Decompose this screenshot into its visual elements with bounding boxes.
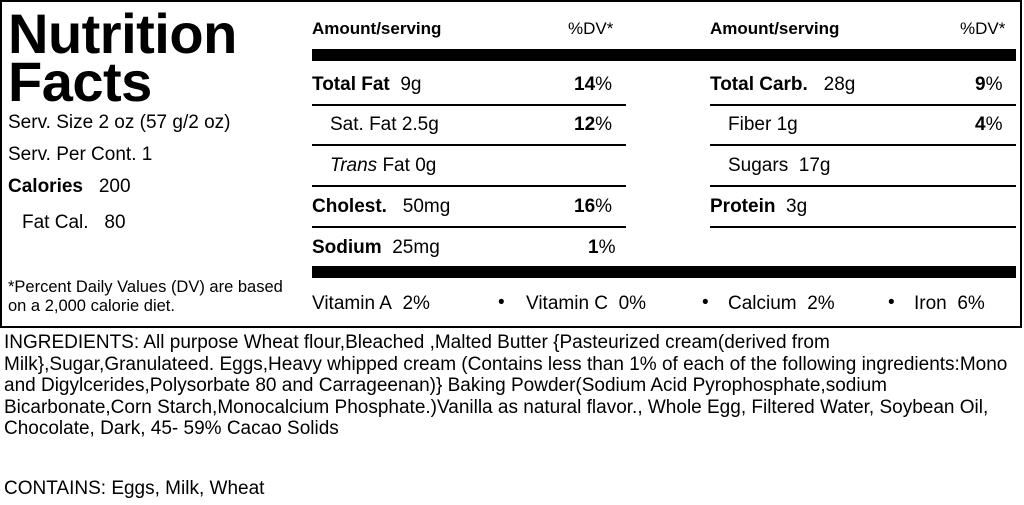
trans-label: Trans bbox=[330, 155, 378, 176]
ingredients-text: INGREDIENTS: All purpose Wheat flour,Ble… bbox=[4, 332, 1008, 439]
sodium-row: Sodium 25mg bbox=[312, 237, 440, 259]
trans-fat-row: Trans Fat 0g bbox=[330, 155, 436, 177]
trans-fat-amount: 0g bbox=[415, 155, 437, 176]
row-divider bbox=[710, 104, 1016, 106]
total-fat-dv: 14% bbox=[574, 74, 613, 95]
top-thick-rule bbox=[312, 49, 1016, 61]
vitamin-c: Vitamin C 0% bbox=[526, 293, 647, 314]
amount-header-left: Amount/serving bbox=[312, 19, 442, 38]
fat-cal-value: 80 bbox=[104, 212, 126, 233]
sodium-dv: 1% bbox=[588, 237, 616, 258]
total-carb-label: Total Carb. bbox=[710, 74, 808, 95]
row-divider bbox=[312, 104, 626, 106]
row-divider bbox=[710, 226, 1016, 228]
calories-label: Calories bbox=[8, 176, 83, 197]
protein-label: Protein bbox=[710, 196, 776, 217]
dv-header-left: %DV* bbox=[568, 19, 614, 38]
fiber-amount: 1g bbox=[776, 114, 798, 135]
serving-size: Serv. Size 2 oz (57 g/2 oz) bbox=[8, 112, 231, 133]
sodium-label: Sodium bbox=[312, 237, 382, 258]
row-divider bbox=[312, 185, 626, 187]
fat-cal-label: Fat Cal. bbox=[22, 212, 89, 233]
sodium-amount: 25mg bbox=[392, 237, 440, 258]
bullet: • bbox=[888, 292, 895, 313]
servings-per-container: Serv. Per Cont. 1 bbox=[8, 144, 153, 165]
sat-fat-dv: 12% bbox=[574, 114, 613, 135]
sat-fat-amount: 2.5g bbox=[401, 114, 439, 135]
calories-row: Calories 200 bbox=[8, 176, 131, 198]
daily-value-footnote: *Percent Daily Values (DV) are based on … bbox=[8, 278, 283, 315]
row-divider bbox=[710, 185, 1016, 187]
sugars-label: Sugars bbox=[728, 155, 789, 176]
total-fat-label: Total Fat bbox=[312, 74, 390, 95]
total-carb-amount: 28g bbox=[823, 74, 856, 95]
fiber-row: Fiber 1g bbox=[728, 114, 798, 136]
title-line-2: Facts bbox=[8, 50, 152, 113]
cholesterol-row: Cholest. 50mg bbox=[312, 196, 450, 218]
row-divider bbox=[312, 226, 626, 228]
bottom-thick-rule bbox=[312, 266, 1016, 278]
calcium: Calcium 2% bbox=[728, 293, 835, 314]
bullet: • bbox=[498, 292, 505, 313]
fiber-dv: 4% bbox=[975, 114, 1003, 135]
sugars-row: Sugars 17g bbox=[728, 155, 830, 177]
total-fat-row: Total Fat 9g bbox=[312, 74, 421, 96]
row-divider bbox=[710, 144, 1016, 146]
iron: Iron 6% bbox=[914, 293, 985, 314]
total-carb-dv: 9% bbox=[975, 74, 1003, 95]
cholest-label: Cholest. bbox=[312, 196, 387, 217]
trans-fat-label: Fat bbox=[382, 155, 410, 176]
dv-header-right: %DV* bbox=[960, 19, 1006, 38]
vitamin-a: Vitamin A 2% bbox=[312, 293, 430, 314]
cholest-amount: 50mg bbox=[402, 196, 451, 217]
cholest-dv: 16% bbox=[574, 196, 613, 217]
total-carb-row: Total Carb. 28g bbox=[710, 74, 855, 96]
amount-header-right: Amount/serving bbox=[710, 19, 840, 38]
total-fat-amount: 9g bbox=[400, 74, 422, 95]
bullet: • bbox=[702, 292, 709, 313]
allergen-statement: CONTAINS: Eggs, Milk, Wheat bbox=[4, 478, 265, 499]
title-line-1: Nutrition bbox=[8, 2, 237, 65]
row-divider bbox=[312, 144, 626, 146]
sat-fat-label: Sat. Fat bbox=[330, 114, 397, 135]
protein-row: Protein 3g bbox=[710, 196, 807, 218]
fiber-label: Fiber bbox=[728, 114, 772, 135]
sugars-amount: 17g bbox=[798, 155, 831, 176]
fat-calories-row: Fat Cal. 80 bbox=[22, 212, 126, 234]
protein-amount: 3g bbox=[786, 196, 808, 217]
calories-value: 200 bbox=[98, 176, 131, 197]
sat-fat-row: Sat. Fat 2.5g bbox=[330, 114, 439, 136]
nutrition-facts-panel: Nutrition Facts Serv. Size 2 oz (57 g/2 … bbox=[0, 0, 1022, 328]
